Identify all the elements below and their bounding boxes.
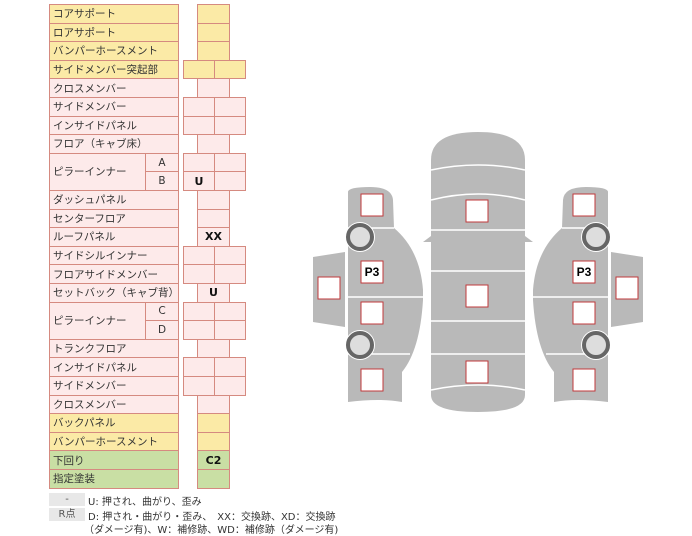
legend-text-3: （ダメージ有)、W：補修跡、WD：補修跡（ダメージ有) (84, 525, 339, 536)
row-label: フロア（キャブ床） (49, 134, 179, 154)
damage-marker-box[interactable] (360, 368, 384, 392)
legend-text-2: D: 押され・曲がり・歪み、 XX：交換跡、XD：交換跡 (88, 512, 336, 523)
value-cell-right[interactable] (214, 376, 246, 396)
car-right-body (533, 187, 608, 402)
row-label: フロアサイドメンバー (49, 264, 179, 284)
row-label: クロスメンバー (49, 78, 179, 98)
damage-marker-box[interactable] (360, 301, 384, 325)
row-label: 指定塗装 (49, 469, 179, 489)
damage-marker-box[interactable] (317, 276, 341, 300)
damage-marker-box[interactable] (465, 360, 489, 384)
car-left-body (348, 187, 423, 402)
row-label: バンパーホースメント (49, 41, 179, 61)
value-cell-right[interactable] (214, 59, 246, 80)
value-cell-right[interactable] (214, 264, 246, 284)
wheel-icon (582, 331, 610, 359)
wheels (345, 222, 611, 360)
damage-marker-box[interactable] (572, 260, 596, 284)
value-cell-right[interactable] (214, 320, 246, 340)
damage-marker-box[interactable] (572, 301, 596, 325)
row-label: サイドメンバー突起部 (49, 59, 179, 80)
value-cell-right[interactable] (214, 171, 246, 191)
legend-text-1: U: 押され、曲がり、歪み (88, 497, 202, 508)
value-cell-right[interactable] (214, 115, 246, 136)
value-cell[interactable] (197, 469, 230, 489)
damage-marker-box[interactable] (572, 193, 596, 217)
car-top-body (431, 132, 525, 412)
damage-marker-box[interactable] (360, 260, 384, 284)
damage-marker-box[interactable] (572, 368, 596, 392)
row-label: センターフロア (49, 208, 179, 229)
row-sub-label: A (145, 152, 179, 173)
row-label: サイドメンバー (49, 97, 179, 117)
damage-marker-box[interactable] (360, 193, 384, 217)
value-cell[interactable]: C2 (197, 450, 230, 470)
wheel-icon (582, 223, 610, 251)
wheel-icon (346, 331, 374, 359)
damage-marker-box[interactable] (615, 276, 639, 300)
damage-marker-box[interactable] (465, 284, 489, 308)
damage-marker-box[interactable] (465, 199, 489, 223)
legend-key-dash: - (49, 493, 85, 506)
left-p3-label: P3 (365, 265, 380, 279)
row-label: バンパーホースメント (49, 431, 179, 452)
legend-key-r: R点 (49, 508, 85, 521)
right-p3-label: P3 (577, 265, 592, 279)
row-label: ピラーインナー (49, 152, 146, 191)
value-cell[interactable]: XX (197, 227, 230, 247)
wheel-icon (346, 223, 374, 251)
row-label: インサイドパネル (49, 115, 179, 136)
